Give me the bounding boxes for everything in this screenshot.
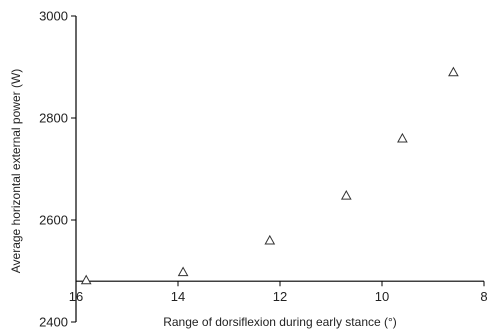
x-axis-title: Range of dorsiflexion during early stanc…	[163, 315, 397, 329]
data-point-triangle	[80, 274, 92, 285]
data-point-triangle	[177, 266, 189, 277]
x-tick-label: 14	[171, 289, 185, 304]
x-tick-label: 8	[480, 289, 487, 304]
y-tick-label: 2800	[39, 111, 68, 126]
y-tick-label: 3000	[39, 9, 68, 24]
x-tick-label: 10	[375, 289, 389, 304]
x-axis-ticks: 16 14 12 10 8	[69, 281, 488, 304]
y-tick-label: 2600	[39, 213, 68, 228]
data-point-triangle	[264, 234, 276, 245]
y-axis-title: Average horizontal external power (W)	[9, 69, 23, 274]
y-axis-ticks: 2400 2600 2800 3000	[39, 9, 76, 330]
data-points	[80, 66, 459, 285]
data-point-triangle	[397, 132, 408, 143]
y-tick-label: 2400	[39, 315, 68, 330]
data-point-triangle	[340, 189, 352, 200]
x-tick-label: 12	[273, 289, 287, 304]
x-tick-label: 16	[69, 289, 83, 304]
data-point-triangle	[448, 66, 459, 77]
